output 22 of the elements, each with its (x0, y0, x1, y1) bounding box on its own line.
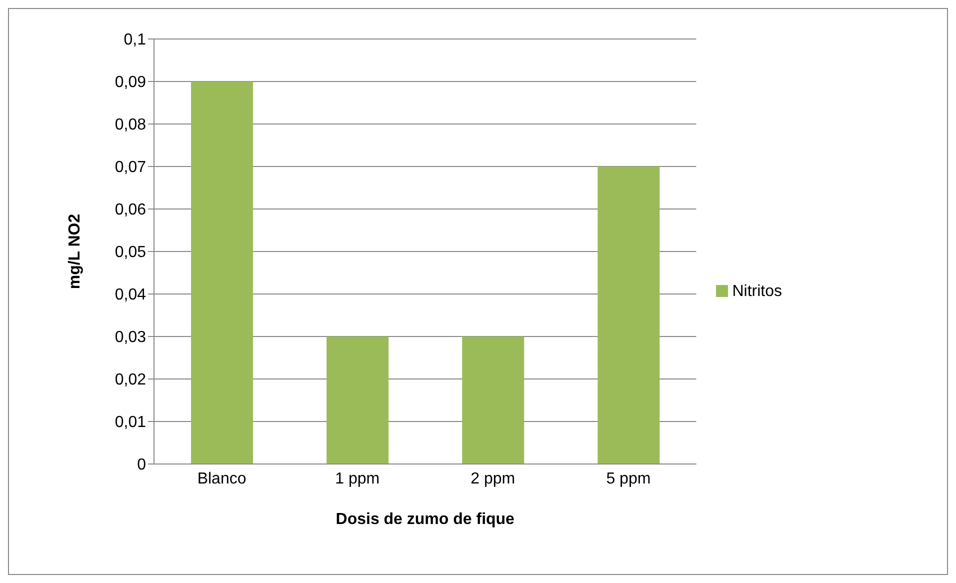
y-tick-label: 0,06 (114, 202, 146, 219)
y-tick-label: 0,09 (114, 74, 146, 92)
y-tick-label: 0,07 (114, 159, 146, 176)
legend-label: Nitritos (732, 282, 782, 300)
bar (598, 166, 660, 464)
x-tick-label: 5 ppm (606, 470, 651, 488)
bar (462, 336, 524, 464)
x-tick-label: Blanco (197, 470, 246, 488)
x-axis-title: Dosis de zumo de fique (336, 511, 515, 528)
y-tick-label: 0 (137, 456, 146, 474)
y-tick-label: 0,01 (114, 414, 146, 432)
y-tick-label: 0,1 (124, 32, 146, 49)
y-tick-label: 0,02 (114, 372, 146, 389)
y-tick-label: 0,04 (114, 286, 146, 304)
x-tick-label: 2 ppm (470, 470, 516, 488)
bar (326, 336, 389, 464)
y-tick-label: 0,08 (114, 116, 146, 134)
y-axis-title: mg/L NO2 (66, 214, 84, 290)
bar (191, 82, 253, 464)
y-tick-label: 0,03 (114, 329, 146, 346)
y-tick-label: 0,05 (114, 244, 146, 262)
x-tick-label: 1 ppm (335, 470, 380, 488)
